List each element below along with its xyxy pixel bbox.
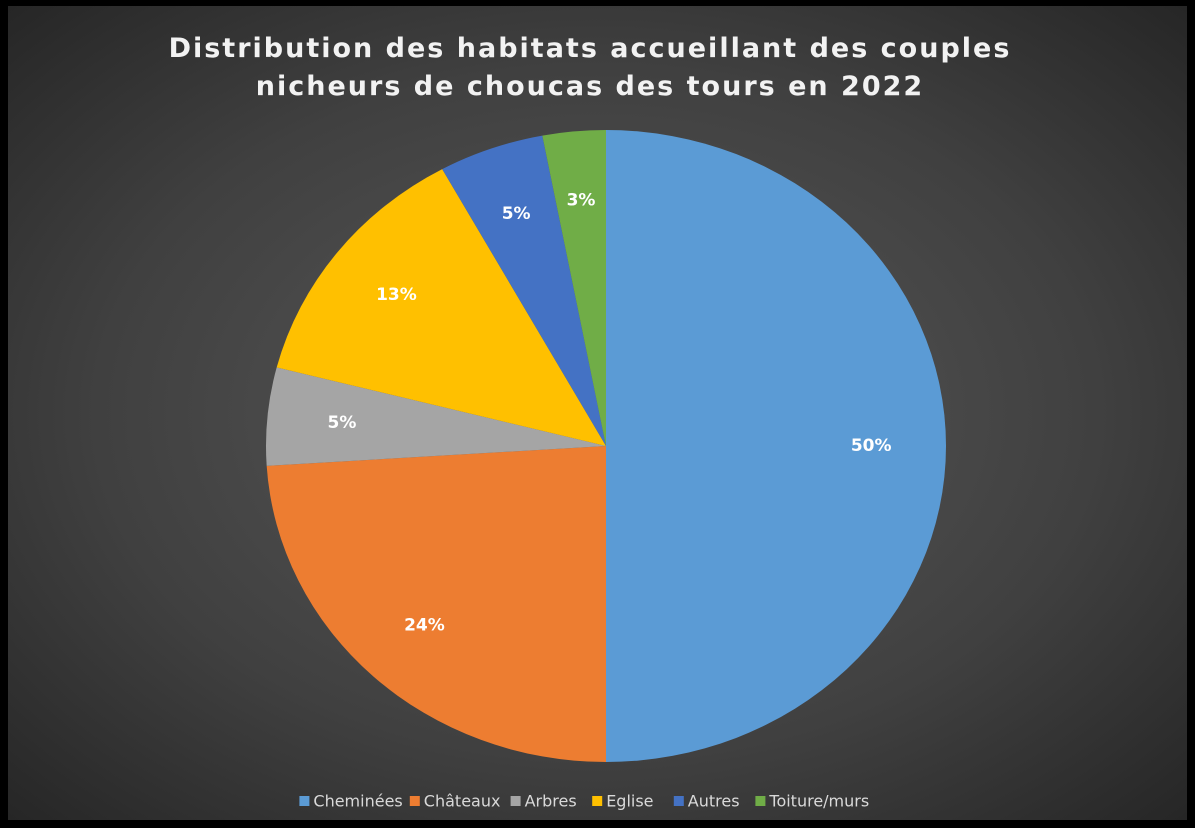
pie-slice xyxy=(442,135,606,446)
data-label: 5% xyxy=(502,204,531,224)
legend-label: Toiture/murs xyxy=(768,792,869,811)
legend-label: Eglise xyxy=(606,792,653,811)
pie-slice xyxy=(606,130,946,762)
data-label: 50% xyxy=(851,436,892,456)
legend-swatch xyxy=(409,796,420,806)
legend-swatch xyxy=(673,796,684,806)
pie-slice xyxy=(542,130,606,446)
data-label: 3% xyxy=(567,191,596,211)
legend-label: Arbres xyxy=(525,792,577,811)
pie-slice xyxy=(266,367,606,466)
pie-slice xyxy=(276,169,606,446)
legend-label: Châteaux xyxy=(424,792,501,811)
legend-label: Cheminées xyxy=(313,792,402,811)
legend-swatch xyxy=(299,796,310,806)
data-label: 24% xyxy=(404,616,445,636)
data-label: 13% xyxy=(376,285,417,305)
legend-swatch xyxy=(755,796,766,806)
chart-title: Distribution des habitats accueillant de… xyxy=(168,33,1012,102)
legend-label: Autres xyxy=(688,792,740,811)
data-label: 5% xyxy=(328,413,357,433)
pie-slice xyxy=(266,446,606,762)
legend-swatch xyxy=(510,796,521,806)
legend-swatch xyxy=(592,796,603,806)
